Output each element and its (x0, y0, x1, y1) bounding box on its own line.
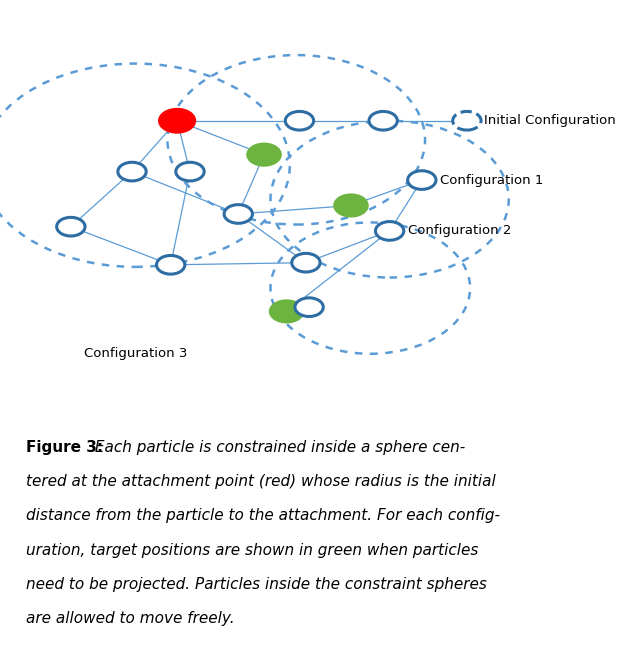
Text: distance from the particle to the attachment. For each config-: distance from the particle to the attach… (26, 508, 500, 524)
Text: tered at the attachment point (red) whose radius is the initial: tered at the attachment point (red) whos… (26, 474, 495, 489)
Circle shape (375, 222, 404, 240)
Text: Configuration 2: Configuration 2 (408, 224, 511, 238)
Circle shape (292, 254, 320, 272)
Text: Configuration 1: Configuration 1 (440, 173, 544, 187)
Text: Figure 3:: Figure 3: (26, 440, 103, 455)
Circle shape (247, 144, 281, 166)
Circle shape (156, 256, 185, 274)
Text: uration, target positions are shown in green when particles: uration, target positions are shown in g… (26, 543, 478, 558)
Circle shape (224, 205, 252, 223)
Circle shape (285, 111, 314, 130)
Circle shape (57, 217, 85, 236)
Text: need to be projected. Particles inside the constraint spheres: need to be projected. Particles inside t… (26, 577, 487, 592)
Circle shape (334, 195, 368, 216)
Text: Each particle is constrained inside a sphere cen-: Each particle is constrained inside a sp… (90, 440, 465, 455)
Text: are allowed to move freely.: are allowed to move freely. (26, 612, 234, 626)
Text: Initial Configuration: Initial Configuration (484, 115, 616, 127)
Circle shape (295, 298, 323, 316)
Circle shape (159, 109, 195, 132)
Text: Configuration 3: Configuration 3 (84, 348, 187, 360)
Circle shape (369, 111, 397, 130)
Circle shape (270, 301, 303, 322)
Circle shape (176, 162, 204, 181)
Circle shape (408, 171, 436, 189)
Circle shape (453, 111, 481, 130)
Circle shape (118, 162, 146, 181)
